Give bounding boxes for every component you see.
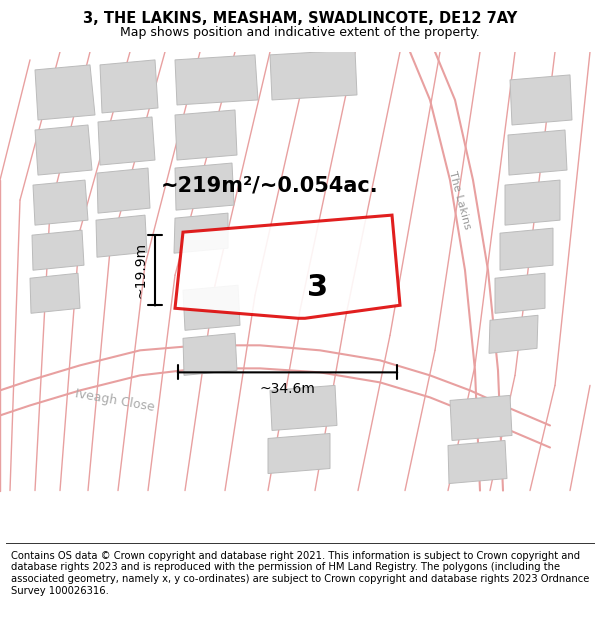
Text: ~219m²/~0.054ac.: ~219m²/~0.054ac.	[161, 175, 379, 195]
Polygon shape	[270, 386, 337, 431]
Polygon shape	[508, 130, 567, 175]
Polygon shape	[174, 213, 228, 253]
Polygon shape	[33, 180, 88, 225]
Text: Map shows position and indicative extent of the property.: Map shows position and indicative extent…	[120, 26, 480, 39]
Polygon shape	[505, 180, 560, 225]
Polygon shape	[268, 434, 330, 474]
Polygon shape	[175, 163, 234, 210]
Text: ~19.9m: ~19.9m	[133, 242, 147, 298]
Polygon shape	[98, 117, 155, 165]
Polygon shape	[35, 65, 95, 120]
Polygon shape	[175, 215, 400, 318]
Polygon shape	[175, 55, 258, 105]
Polygon shape	[450, 396, 512, 441]
Text: The Lakins: The Lakins	[448, 170, 473, 231]
Text: Contains OS data © Crown copyright and database right 2021. This information is : Contains OS data © Crown copyright and d…	[11, 551, 589, 596]
Polygon shape	[35, 125, 92, 175]
Polygon shape	[510, 75, 572, 125]
Text: Iveagh Close: Iveagh Close	[74, 387, 156, 414]
Polygon shape	[30, 273, 80, 313]
Polygon shape	[96, 215, 147, 258]
Polygon shape	[500, 228, 553, 270]
Polygon shape	[489, 315, 538, 353]
Text: ~34.6m: ~34.6m	[260, 382, 316, 396]
Polygon shape	[183, 285, 240, 330]
Polygon shape	[97, 168, 150, 213]
Polygon shape	[32, 230, 84, 270]
Polygon shape	[175, 110, 237, 160]
Polygon shape	[270, 50, 357, 100]
Polygon shape	[495, 273, 545, 313]
Polygon shape	[100, 60, 158, 113]
Polygon shape	[183, 333, 237, 376]
Text: 3: 3	[307, 273, 328, 302]
Text: 3, THE LAKINS, MEASHAM, SWADLINCOTE, DE12 7AY: 3, THE LAKINS, MEASHAM, SWADLINCOTE, DE1…	[83, 11, 517, 26]
Polygon shape	[448, 441, 507, 484]
